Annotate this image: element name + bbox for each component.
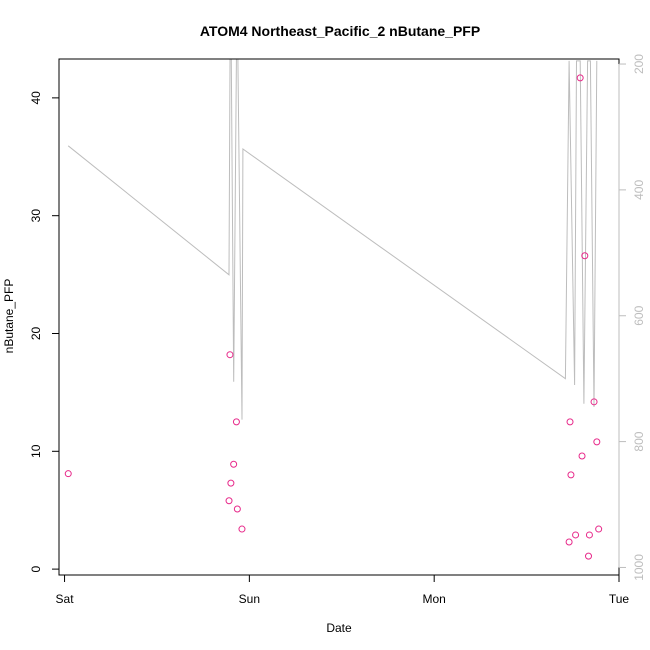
y-tick-label: 30 xyxy=(29,209,43,223)
y-tick-label: 20 xyxy=(29,326,43,340)
x-axis-label: Date xyxy=(326,621,352,635)
y-axis-label: nButane_PFP xyxy=(2,279,16,354)
data-point xyxy=(581,252,589,260)
data-point xyxy=(593,438,601,446)
secondary-y-tick-label: 1000 xyxy=(632,554,646,581)
data-point xyxy=(585,531,593,539)
data-point xyxy=(595,525,603,533)
chart-title: ATOM4 Northeast_Pacific_2 nButane_PFP xyxy=(200,23,480,39)
x-axis: Sat Sun Mon Tue xyxy=(56,574,630,606)
secondary-y-tick-label: 600 xyxy=(632,305,646,325)
data-point xyxy=(230,460,238,468)
data-point xyxy=(227,479,235,487)
data-point xyxy=(566,418,574,426)
secondary-y-axis: 200 400 600 800 1000 xyxy=(618,54,646,581)
data-point xyxy=(590,398,598,406)
pressure-series xyxy=(67,59,598,420)
x-tick-label: Sat xyxy=(56,592,75,606)
data-point xyxy=(64,470,72,478)
data-point xyxy=(232,418,240,426)
y-tick-label: 0 xyxy=(29,565,43,572)
pressure-line xyxy=(67,59,598,420)
data-point xyxy=(572,531,580,539)
data-point xyxy=(576,74,584,82)
data-point xyxy=(578,452,586,460)
secondary-y-tick-label: 200 xyxy=(632,54,646,74)
data-point xyxy=(585,552,593,560)
data-point xyxy=(238,525,246,533)
data-point xyxy=(233,505,241,513)
x-tick-label: Mon xyxy=(423,592,446,606)
x-tick-label: Tue xyxy=(609,592,630,606)
y-axis: 0 10 20 30 40 xyxy=(29,91,60,572)
y-tick-label: 40 xyxy=(29,91,43,105)
secondary-y-tick-label: 400 xyxy=(632,180,646,200)
data-point xyxy=(226,351,234,359)
x-tick-label: Sun xyxy=(239,592,260,606)
data-point xyxy=(565,538,573,546)
data-point xyxy=(567,471,575,479)
secondary-y-tick-label: 800 xyxy=(632,431,646,451)
plot-frame xyxy=(58,58,620,576)
data-point xyxy=(225,497,233,505)
point-series xyxy=(64,74,603,560)
y-tick-label: 10 xyxy=(29,444,43,458)
